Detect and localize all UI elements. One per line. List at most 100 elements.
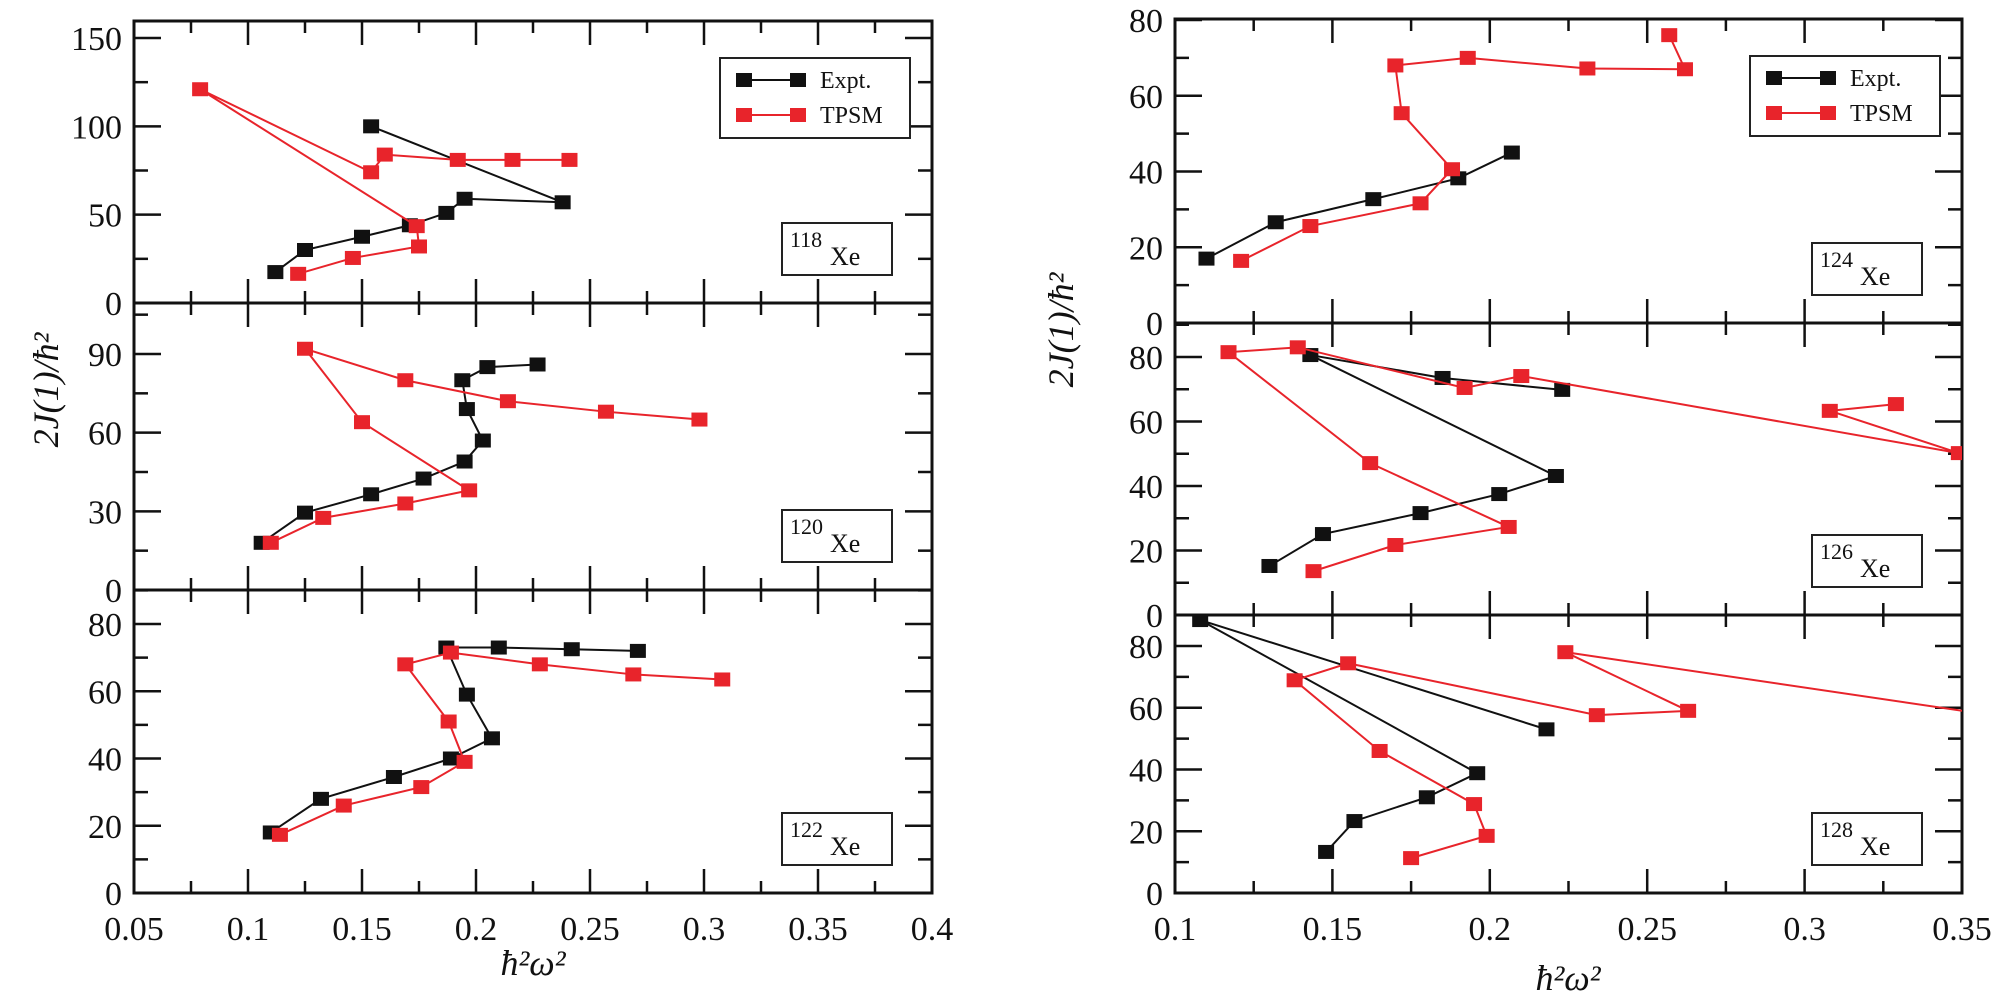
data-point <box>456 191 473 206</box>
y-tick-label: 30 <box>88 494 122 531</box>
panel-122-xe: 0 20 40 60 80 122 Xe <box>88 588 934 913</box>
isotope-label: 120 Xe <box>781 509 893 563</box>
y-axis-title: 2J(1)/ħ² <box>26 331 66 447</box>
data-point <box>363 165 380 180</box>
data-point <box>1302 219 1319 234</box>
x-tick-label: 0.35 <box>1932 911 1992 948</box>
y-tick-label: 100 <box>71 109 122 146</box>
data-point <box>1680 703 1697 718</box>
data-point <box>297 505 313 520</box>
panel-126-xe: 0 20 40 60 80 126 Xe <box>1129 321 1964 635</box>
right-column-plots: 0 20 40 60 80 124 Xe Expt. TPSM 0 20 40 60 80 126 Xe 0 20… <box>1041 3 1992 998</box>
y-tick-label: 0 <box>105 876 122 913</box>
data-point <box>1192 615 1209 628</box>
series-expt <box>267 119 571 280</box>
data-point <box>474 433 491 448</box>
y-tick-label: 20 <box>1129 534 1163 571</box>
legend-marker <box>790 108 806 122</box>
y-tick-label: 0 <box>105 573 122 610</box>
series-line <box>1240 34 1687 262</box>
y-tick-label: 40 <box>1129 469 1163 506</box>
data-point <box>1503 145 1520 160</box>
data-point <box>1220 345 1237 360</box>
data-point <box>625 667 642 682</box>
y-tick-label: 60 <box>1129 79 1163 116</box>
data-point <box>1387 58 1404 73</box>
data-point <box>1233 253 1250 268</box>
series-expt <box>1192 615 1555 859</box>
series-line <box>1268 354 1563 567</box>
legend-marker <box>1820 71 1836 85</box>
y-tick-label: 40 <box>1129 753 1163 790</box>
y-tick-label: 60 <box>1129 691 1163 728</box>
left-column-plots: 0 50 100 150 118 Xe Expt. TPSM 0 30 60 90 120 Xe 0 20 40… <box>26 19 953 983</box>
isotope-label: 122 Xe <box>781 812 893 866</box>
data-point <box>442 751 459 766</box>
y-axis-title: 2J(1)/ħ² <box>1041 271 1081 387</box>
data-point <box>1588 708 1605 723</box>
y-tick-label: 40 <box>1129 155 1163 192</box>
data-point <box>335 798 352 813</box>
series-tpsm <box>262 341 708 550</box>
data-point <box>397 373 414 388</box>
y-tick-label: 50 <box>88 198 122 235</box>
data-point <box>691 412 708 427</box>
y-tick-label: 20 <box>1129 814 1163 851</box>
series-tpsm <box>1220 340 1962 579</box>
data-point <box>1459 50 1476 65</box>
data-point <box>479 360 496 375</box>
data-point <box>271 827 288 842</box>
data-point <box>354 415 370 430</box>
data-point <box>1198 251 1215 266</box>
data-point <box>1314 527 1331 542</box>
legend-label: Expt. <box>1850 66 1901 92</box>
x-tick-label: 0.3 <box>1783 911 1826 948</box>
data-point <box>411 239 427 254</box>
y-tick-label: 80 <box>1129 340 1163 377</box>
isotope-symbol: Xe <box>1860 554 1890 583</box>
legend-label: TPSM <box>1850 101 1913 127</box>
data-point <box>1478 828 1495 843</box>
y-tick-label: 80 <box>1129 629 1163 666</box>
x-tick-label: 0.15 <box>1303 911 1363 948</box>
data-point <box>297 341 313 356</box>
series-line <box>261 363 538 544</box>
data-point <box>1466 797 1483 812</box>
y-tick-label: 0 <box>1146 306 1163 343</box>
panel-120-xe: 0 30 60 90 120 Xe <box>88 301 934 610</box>
legend-box <box>719 57 911 139</box>
panel-124-xe: 0 20 40 60 80 124 Xe Expt. TPSM <box>1129 3 1964 343</box>
x-tick-label: 0.2 <box>455 911 498 948</box>
isotope-label-box <box>781 812 893 866</box>
legend-marker <box>1766 71 1782 85</box>
data-point <box>456 754 473 769</box>
data-point <box>629 643 646 658</box>
data-point <box>1340 656 1357 671</box>
series-expt <box>253 357 546 550</box>
y-tick-label: 20 <box>1129 230 1163 267</box>
series-tpsm <box>1286 645 1962 866</box>
data-point <box>1289 340 1306 355</box>
isotope-label-box <box>1811 534 1923 588</box>
data-point <box>531 657 548 672</box>
data-point <box>1371 743 1388 758</box>
data-point <box>1469 766 1486 781</box>
isotope-symbol: Xe <box>830 529 860 558</box>
x-tick-label: 0.1 <box>1154 911 1197 948</box>
data-point <box>1557 645 1574 660</box>
data-point <box>563 642 580 657</box>
series-line <box>270 646 638 834</box>
data-point <box>1387 538 1404 553</box>
data-point <box>1261 558 1278 573</box>
y-tick-label: 90 <box>88 337 122 374</box>
legend-entry-expt: Expt. <box>1766 66 1901 92</box>
data-point <box>408 219 425 234</box>
data-point <box>397 496 414 511</box>
x-tick-label: 0.2 <box>1469 911 1512 948</box>
data-point <box>597 404 614 419</box>
legend-entry-expt: Expt. <box>736 68 871 94</box>
data-point <box>438 205 455 220</box>
data-point <box>714 672 731 687</box>
data-point <box>449 152 466 167</box>
isotope-symbol: Xe <box>1860 262 1890 291</box>
